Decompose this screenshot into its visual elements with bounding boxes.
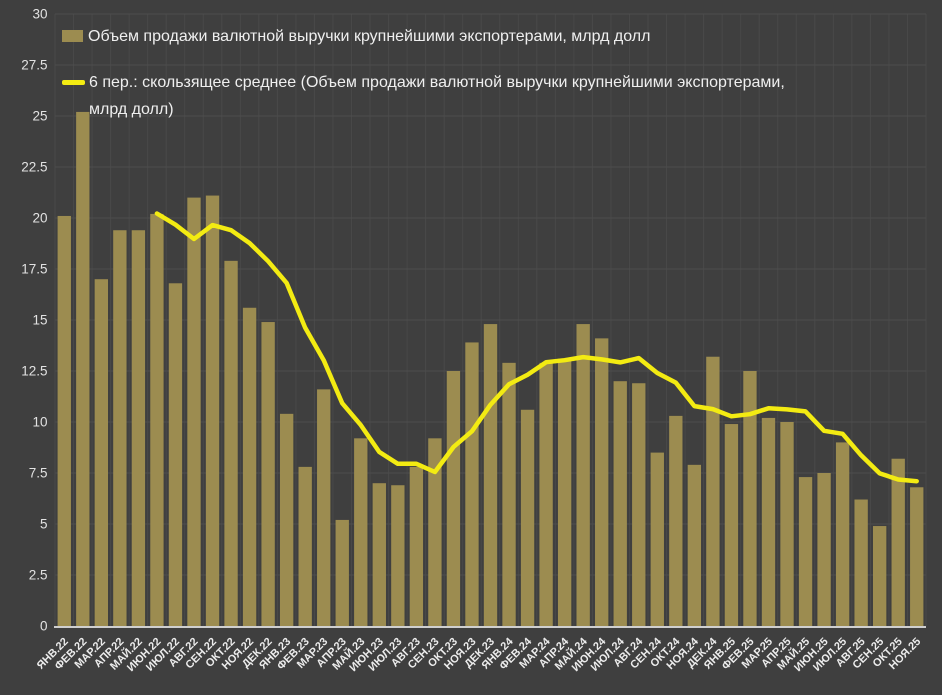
bar bbox=[743, 371, 757, 626]
bar bbox=[94, 279, 109, 626]
bar bbox=[632, 383, 646, 626]
bar-series-label: Объем продажи валютной выручки крупнейши… bbox=[88, 28, 651, 45]
bar bbox=[113, 230, 127, 627]
bar bbox=[613, 381, 627, 626]
bar bbox=[465, 342, 479, 626]
bar-series-swatch-icon bbox=[62, 30, 83, 42]
bar bbox=[224, 260, 238, 626]
bar bbox=[724, 424, 739, 626]
bar bbox=[428, 438, 442, 626]
legend-item-bars: Объем продажи валютной выручки крупнейши… bbox=[62, 23, 820, 50]
legend-item-moving-average: 6 пер.: скользящее среднее (Объем продаж… bbox=[62, 69, 820, 123]
bar bbox=[910, 487, 924, 626]
bar bbox=[57, 215, 71, 626]
bar bbox=[520, 409, 535, 626]
y-axis-label: 2.5 bbox=[29, 568, 48, 583]
bar bbox=[168, 283, 183, 626]
y-axis-label: 25 bbox=[32, 109, 47, 124]
y-axis-label: 7.5 bbox=[29, 466, 48, 481]
bar bbox=[335, 519, 349, 626]
bar bbox=[131, 230, 146, 627]
bar bbox=[261, 322, 275, 626]
bar bbox=[595, 338, 609, 626]
y-axis-label: 12.5 bbox=[21, 364, 47, 379]
ma-series-label: 6 пер.: скользящее среднее (Объем продаж… bbox=[89, 74, 785, 119]
bar bbox=[298, 466, 312, 626]
bar bbox=[483, 324, 498, 626]
bar bbox=[76, 111, 90, 627]
bar bbox=[409, 466, 424, 626]
legend: Объем продажи валютной выручки крупнейши… bbox=[62, 23, 820, 124]
bar bbox=[706, 356, 720, 626]
bar bbox=[872, 526, 887, 626]
bar bbox=[372, 483, 386, 626]
bar bbox=[557, 358, 572, 626]
bar bbox=[687, 464, 702, 626]
y-axis-label: 5 bbox=[40, 517, 48, 532]
bar bbox=[891, 458, 905, 626]
bar bbox=[279, 413, 294, 626]
bar bbox=[446, 371, 461, 626]
bar bbox=[761, 417, 776, 626]
bar bbox=[354, 438, 368, 626]
bar bbox=[187, 197, 201, 626]
y-axis-label: 20 bbox=[32, 211, 47, 226]
bar bbox=[669, 415, 683, 626]
y-axis-label: 22.5 bbox=[21, 160, 47, 175]
y-axis-label: 0 bbox=[40, 619, 48, 634]
bar bbox=[798, 477, 813, 626]
bar bbox=[242, 307, 257, 626]
ma-line-swatch-icon bbox=[62, 80, 85, 86]
bar bbox=[817, 473, 831, 626]
y-axis-label: 10 bbox=[32, 415, 47, 430]
bar bbox=[835, 442, 850, 626]
y-axis-label: 17.5 bbox=[21, 262, 47, 277]
bar bbox=[854, 499, 868, 626]
y-axis-label: 27.5 bbox=[21, 58, 47, 73]
y-axis-label: 15 bbox=[32, 313, 47, 328]
bar bbox=[317, 389, 331, 626]
moving-average-line bbox=[154, 211, 919, 484]
bar bbox=[780, 422, 794, 626]
bar bbox=[150, 213, 164, 627]
bar bbox=[576, 324, 590, 626]
bar bbox=[391, 485, 405, 626]
bar bbox=[539, 362, 553, 626]
y-axis-label: 30 bbox=[32, 7, 47, 22]
bar bbox=[502, 362, 516, 626]
bar bbox=[650, 452, 664, 626]
bar bbox=[205, 195, 220, 626]
